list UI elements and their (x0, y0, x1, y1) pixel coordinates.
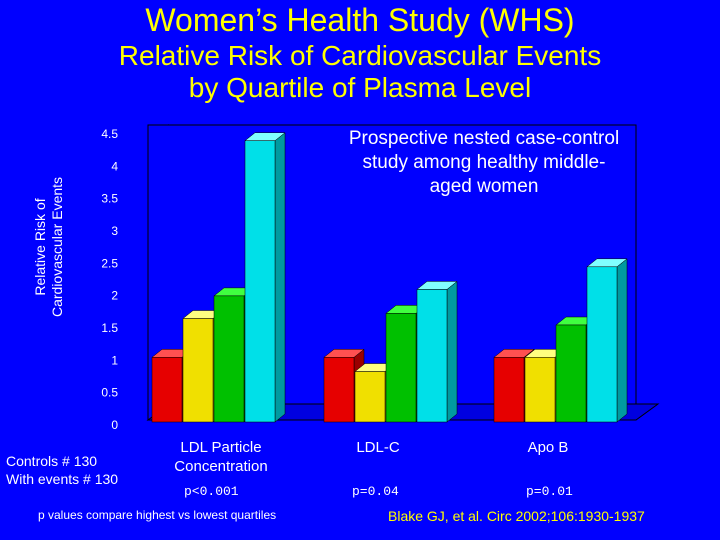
y-tick-label: 3 (111, 224, 118, 238)
bar-3-q4 (586, 258, 628, 423)
events-count: With events # 130 (6, 471, 119, 487)
p-value-apo-b: p=0.01 (526, 484, 573, 499)
page-title: Women’s Health Study (WHS) (145, 2, 575, 38)
y-tick-label: 4.5 (101, 127, 118, 141)
p-value-note: p values compare highest vs lowest quart… (38, 508, 277, 522)
controls-count: Controls # 130 (6, 453, 98, 469)
bar-2-q4 (416, 280, 458, 423)
p-value-ldl-c: p=0.04 (352, 484, 399, 499)
y-tick-label: 0 (111, 418, 118, 432)
category-label-line-1: LDL Particle (180, 439, 262, 456)
p-value-ldl-particle: p<0.001 (184, 484, 239, 499)
annotation-line-3: aged women (429, 176, 539, 197)
y-tick-label: 2.5 (101, 256, 118, 270)
sample-size-note: Controls # 130 With events # 130 (6, 452, 118, 488)
y-axis-ticks: 0 0.5 1 1.5 2 2.5 3 3.5 4 4.5 (101, 127, 118, 432)
y-tick-label: 3.5 (101, 192, 118, 206)
subtitle-line-2: by Quartile of Plasma Level (188, 72, 532, 103)
bar-1-q4 (244, 132, 286, 423)
study-annotation: Prospective nested case-control study am… (308, 127, 660, 199)
y-tick-label: 4 (111, 159, 118, 173)
bar-series (151, 132, 628, 423)
y-tick-label: 1 (111, 353, 118, 367)
annotation-line-1: Prospective nested case-control (348, 128, 620, 149)
chart-subtitle: Relative Risk of Cardiovascular Events b… (0, 40, 720, 104)
category-label-ldl-particle: LDL Particle Concentration (150, 438, 292, 476)
annotation-line-2: study among healthy middle- (362, 152, 606, 173)
y-tick-label: 0.5 (101, 386, 118, 400)
category-label-apo-b: Apo B (527, 439, 569, 456)
category-label-ldl-c: LDL-C (356, 439, 400, 456)
y-tick-label: 2 (111, 289, 118, 303)
citation: Blake GJ, et al. Circ 2002;106:1930-1937 (388, 508, 645, 524)
y-tick-label: 1.5 (101, 321, 118, 335)
category-label-line-2: Concentration (174, 458, 268, 475)
subtitle-line-1: Relative Risk of Cardiovascular Events (118, 40, 602, 71)
